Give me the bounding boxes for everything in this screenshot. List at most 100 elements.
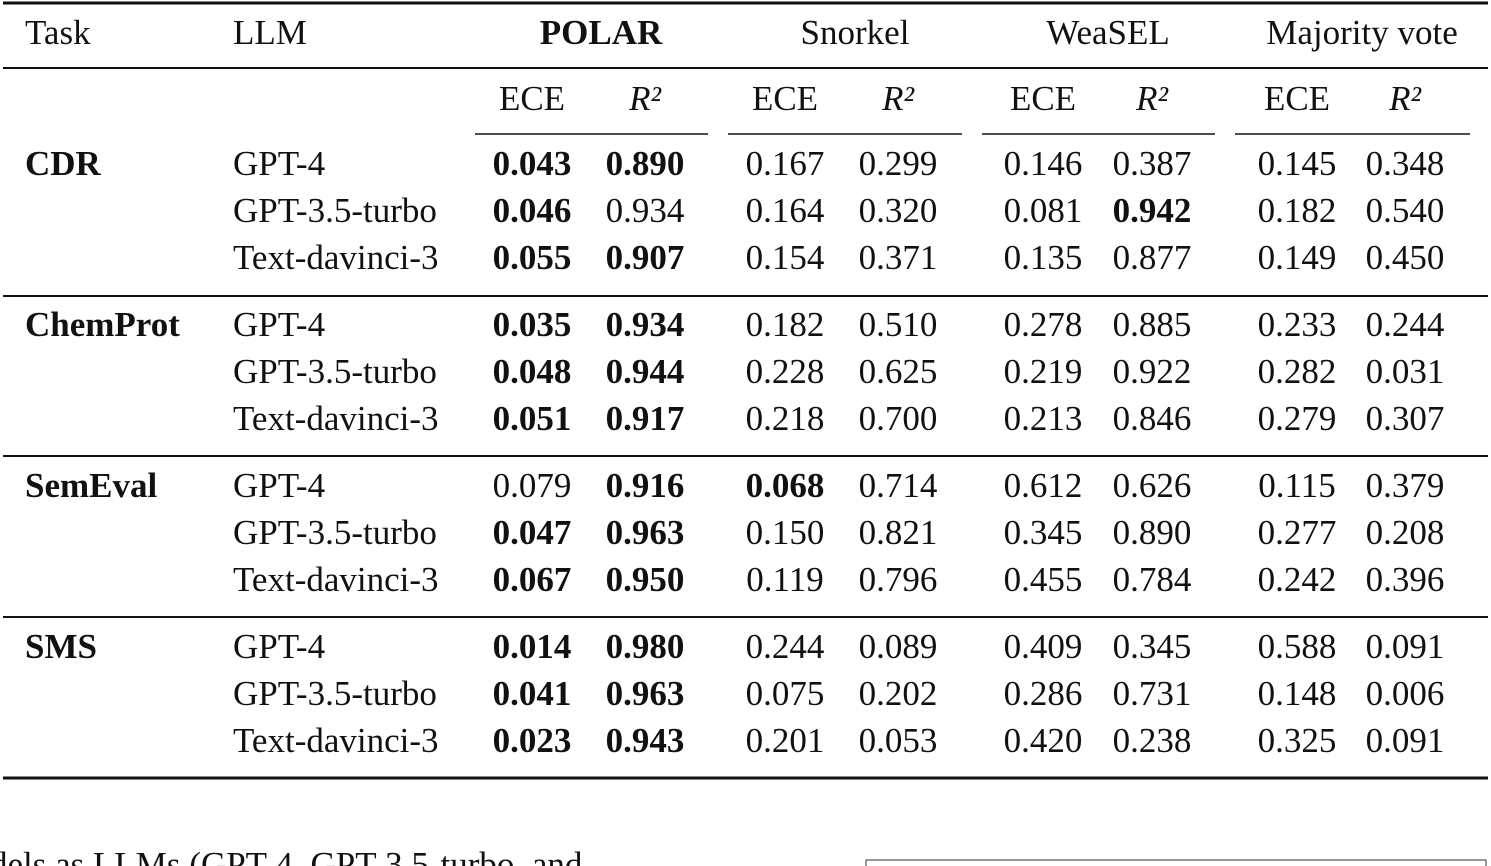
llm-label: Text-davinci-3: [233, 721, 439, 760]
table-cell: 0.934: [606, 191, 685, 230]
table-cell: 0.277: [1258, 513, 1337, 552]
table-cell: 0.115: [1258, 466, 1335, 505]
table-cell: 0.244: [1366, 305, 1445, 344]
table-cell: 0.409: [1004, 627, 1083, 666]
table-cell: 0.796: [859, 560, 938, 599]
table-cell: 0.233: [1258, 305, 1337, 344]
table-cell: 0.167: [746, 144, 825, 183]
table-cell: 0.942: [1113, 191, 1192, 230]
table-cell: 0.877: [1113, 238, 1192, 277]
table-cell: 0.588: [1258, 627, 1337, 666]
llm-label: GPT-3.5-turbo: [233, 674, 437, 713]
column-header: WeaSEL: [1046, 13, 1170, 52]
sub-header: ECE: [1264, 79, 1330, 118]
table-cell: 0.238: [1113, 721, 1192, 760]
table-cell: 0.035: [493, 305, 572, 344]
table-cell: 0.219: [1004, 352, 1083, 391]
table-cell: 0.907: [606, 238, 685, 277]
table-cell: 0.784: [1113, 560, 1192, 599]
table-cell: 0.345: [1004, 513, 1083, 552]
table-cell: 0.228: [746, 352, 825, 391]
table-cell: 0.387: [1113, 144, 1192, 183]
table-cell: 0.455: [1004, 560, 1083, 599]
table-cell: 0.348: [1366, 144, 1445, 183]
table-cell: 0.890: [606, 144, 685, 183]
table-cell: 0.626: [1113, 466, 1192, 505]
table-cell: 0.047: [493, 513, 572, 552]
table-cell: 0.067: [493, 560, 572, 599]
llm-label: GPT-4: [233, 305, 325, 344]
table-cell: 0.006: [1366, 674, 1445, 713]
sub-header: R²: [881, 79, 914, 118]
table-cell: 0.091: [1366, 627, 1445, 666]
table-cell: 0.934: [606, 305, 685, 344]
column-header: Task: [25, 13, 91, 52]
table-cell: 0.023: [493, 721, 572, 760]
panel-edge: [865, 859, 1487, 866]
table-cell: 0.081: [1004, 191, 1083, 230]
llm-label: GPT-4: [233, 627, 325, 666]
table-cell: 0.420: [1004, 721, 1083, 760]
table-cell: 0.242: [1258, 560, 1337, 599]
table-cell: 0.345: [1113, 627, 1192, 666]
table-cell: 0.150: [746, 513, 825, 552]
table-cell: 0.846: [1113, 399, 1192, 438]
table-cell: 0.700: [859, 399, 938, 438]
table-cell: 0.244: [746, 627, 825, 666]
table-cell: 0.014: [493, 627, 572, 666]
table-cell: 0.963: [606, 674, 685, 713]
table-cell: 0.213: [1004, 399, 1083, 438]
column-header: LLM: [233, 13, 307, 52]
table-cell: 0.135: [1004, 238, 1083, 277]
table-cell: 0.119: [746, 560, 823, 599]
table-cell: 0.922: [1113, 352, 1192, 391]
llm-label: GPT-3.5-turbo: [233, 191, 437, 230]
table-cell: 0.278: [1004, 305, 1083, 344]
llm-label: GPT-3.5-turbo: [233, 352, 437, 391]
table-cell: 0.950: [606, 560, 685, 599]
table-cell: 0.182: [746, 305, 825, 344]
task-label: SMS: [25, 627, 97, 666]
table-cell: 0.944: [606, 352, 685, 391]
table-cell: 0.916: [606, 466, 685, 505]
table-cell: 0.201: [746, 721, 825, 760]
table-cell: 0.075: [746, 674, 825, 713]
task-label: ChemProt: [25, 305, 180, 344]
sub-header: ECE: [752, 79, 818, 118]
table-cell: 0.396: [1366, 560, 1445, 599]
llm-label: GPT-4: [233, 144, 325, 183]
table-cell: 0.510: [859, 305, 938, 344]
sub-header: ECE: [499, 79, 565, 118]
table-cell: 0.540: [1366, 191, 1445, 230]
table-cell: 0.625: [859, 352, 938, 391]
table-cell: 0.279: [1258, 399, 1337, 438]
table-cell: 0.079: [493, 466, 572, 505]
table-cell: 0.282: [1258, 352, 1337, 391]
table-cell: 0.148: [1258, 674, 1337, 713]
footer-fragment: dels as LLMs (GPT-4, GPT-3.5-turbo, and: [0, 845, 583, 866]
table-cell: 0.821: [859, 513, 938, 552]
llm-label: Text-davinci-3: [233, 399, 439, 438]
table-cell: 0.164: [746, 191, 825, 230]
table-cell: 0.068: [746, 466, 825, 505]
task-label: SemEval: [25, 466, 158, 505]
table-cell: 0.450: [1366, 238, 1445, 277]
table-cell: 0.612: [1004, 466, 1083, 505]
table-cell: 0.943: [606, 721, 685, 760]
column-header: Majority vote: [1266, 13, 1458, 52]
table-cell: 0.885: [1113, 305, 1192, 344]
table-cell: 0.218: [746, 399, 825, 438]
table-cell: 0.890: [1113, 513, 1192, 552]
table-cell: 0.031: [1366, 352, 1445, 391]
sub-header: R²: [1388, 79, 1421, 118]
table-cell: 0.917: [606, 399, 685, 438]
table-cell: 0.714: [859, 466, 938, 505]
table-cell: 0.286: [1004, 674, 1083, 713]
table-cell: 0.963: [606, 513, 685, 552]
column-header: POLAR: [540, 13, 663, 52]
llm-label: Text-davinci-3: [233, 560, 439, 599]
table-cell: 0.089: [859, 627, 938, 666]
table-cell: 0.307: [1366, 399, 1445, 438]
llm-label: GPT-4: [233, 466, 325, 505]
